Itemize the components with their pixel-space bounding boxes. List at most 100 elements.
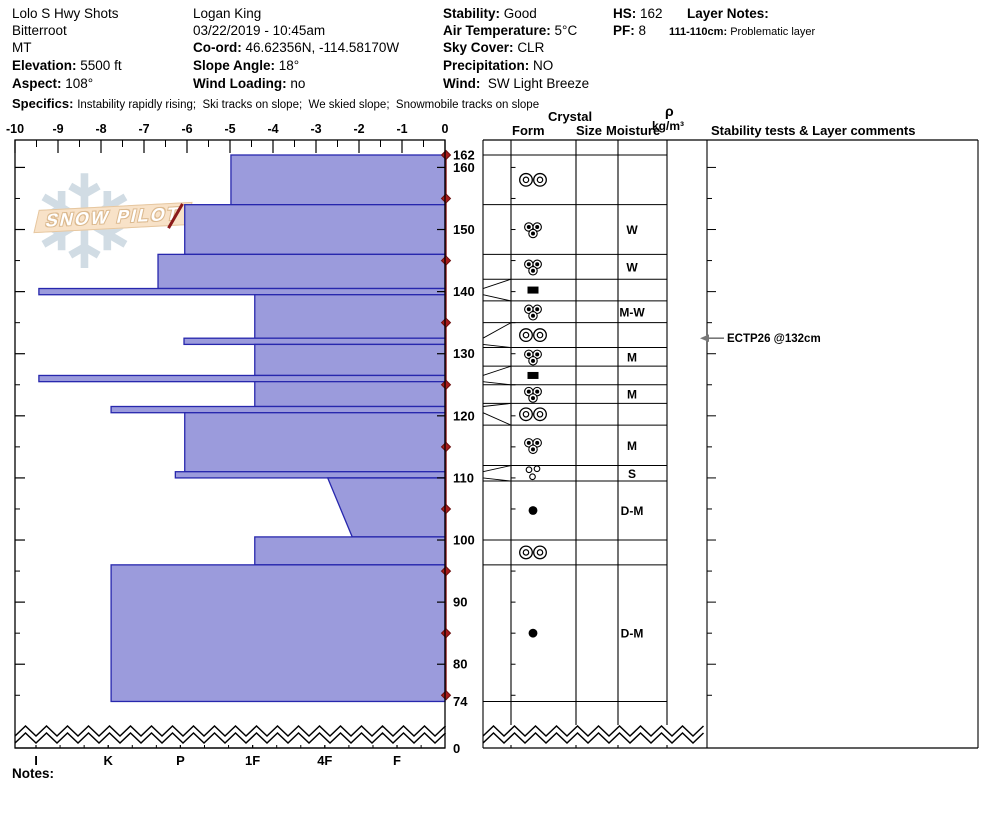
grain-form-symbol-mfcr — [536, 176, 544, 184]
moisture-value: M — [627, 388, 637, 402]
depth-label: 150 — [453, 222, 475, 237]
depth-label: 160 — [453, 160, 475, 175]
column-header-density-symbol: ρ — [665, 103, 674, 119]
precipitation-line: Precipitation: NO — [443, 57, 553, 74]
temperature-point — [440, 149, 452, 161]
grain-form-symbol-mfcl — [526, 225, 531, 230]
thin-layer-fan-line — [482, 412, 512, 426]
specifics-value: Instability rapidly rising; Ski tracks o… — [77, 99, 540, 111]
stability-test-label: ECTP26 @132cm — [727, 333, 821, 345]
thin-layer-fan-line — [482, 477, 512, 482]
elevation-label: Elevation: — [12, 58, 77, 73]
grain-form-symbol-ice — [527, 286, 539, 294]
hardness-bar — [110, 564, 446, 703]
grain-form-symbol-mfpc — [533, 465, 541, 473]
specifics-label: Specifics: — [12, 96, 74, 111]
mountain-range: Bitterroot — [12, 23, 67, 38]
hardness-axis-tick-label: P — [176, 753, 185, 768]
grain-form-symbol-mfcl — [531, 447, 535, 452]
hardness-bar — [157, 253, 446, 290]
hardness-axis-tick-label: I — [34, 753, 38, 768]
hardness-bar — [254, 343, 446, 377]
grain-form-symbol-rg — [528, 506, 538, 515]
layer-note-range: 111-110cm: — [669, 26, 728, 38]
elevation-value: 5500 ft — [80, 58, 122, 73]
temp-axis-tick-label: -6 — [181, 122, 192, 136]
hardness-bar — [254, 536, 446, 566]
depth-label: 120 — [453, 408, 475, 423]
layer-note-line: 111-110cm: Problematic layer — [669, 24, 815, 41]
thin-layer-fan-line — [482, 365, 512, 376]
grain-form-symbol-mfcl — [535, 262, 540, 267]
break-zigzag-line — [14, 724, 447, 738]
break-zigzag-line — [14, 731, 447, 745]
column-header-density-units: kg/m³ — [652, 119, 685, 133]
grain-form-symbol-mfcl — [535, 352, 540, 357]
hs-value: 162 — [640, 6, 663, 21]
grain-form-symbol-mfcr — [519, 328, 533, 343]
hardness-bar — [254, 294, 446, 339]
grain-form-symbol-mfcr — [519, 407, 533, 422]
observer-name: Logan King — [193, 6, 262, 21]
moisture-value: D-M — [621, 504, 644, 518]
precipitation-label: Precipitation: — [443, 58, 530, 73]
hardness-axis-tick-label: F — [393, 753, 401, 768]
wind-value: SW Light Breeze — [487, 76, 590, 91]
aspect-value: 108° — [65, 76, 94, 91]
temp-axis-tick-label: -4 — [267, 122, 278, 136]
grain-form-symbol-mfcl — [526, 262, 531, 267]
temp-axis-tick-label: -5 — [224, 122, 235, 136]
grain-form-symbol-mfcr — [533, 328, 547, 343]
moisture-value: M — [627, 439, 637, 453]
temp-axis-tick-label: 0 — [442, 122, 449, 136]
moisture-value: M — [627, 350, 637, 364]
hardness-bar — [230, 154, 446, 206]
wind-label: Wind: — [443, 76, 481, 91]
pf-label: PF: — [613, 23, 635, 38]
grain-form-symbol-mfcl — [535, 225, 540, 230]
moisture-value: W — [626, 223, 638, 237]
temperature-point — [440, 690, 452, 701]
grain-form-symbol-mfcr — [522, 410, 530, 418]
sky-cover-line: Sky Cover: CLR — [443, 39, 544, 56]
notes-label: Notes: — [12, 766, 55, 781]
column-header-size: Size — [576, 123, 603, 138]
hardness-bar — [326, 477, 446, 538]
break-zigzag-line — [482, 724, 705, 738]
date-time: 03/22/2019 - 10:45am — [193, 23, 326, 38]
temperature-point — [440, 379, 452, 390]
hardness-bar — [254, 381, 446, 408]
moisture-value: W — [626, 260, 638, 274]
wind-loading-value: no — [290, 76, 306, 91]
break-zigzag-line — [482, 731, 705, 745]
grain-form-symbol-mfcl — [526, 352, 531, 357]
wind-loading-label: Wind Loading: — [193, 76, 287, 91]
temp-axis-tick-label: -7 — [138, 122, 149, 136]
wind-loading-line: Wind Loading: no — [193, 75, 305, 92]
depth-zero-label: 0 — [453, 741, 460, 756]
grain-form-symbol-mfcl — [526, 389, 531, 394]
site-name: Lolo S Hwy Shots — [12, 6, 119, 21]
stability-value: Good — [503, 6, 537, 21]
coord-value: 46.62356N, -114.58170W — [245, 40, 400, 55]
temp-axis-tick-label: -10 — [6, 122, 24, 136]
layer-notes-header: Layer Notes: — [687, 6, 769, 21]
moisture-value: S — [628, 467, 636, 481]
temperature-point — [440, 565, 452, 577]
coord-line: Co-ord: 46.62356N, -114.58170W — [193, 39, 399, 56]
grain-form-symbol-mfcr — [522, 549, 530, 556]
thin-layer-fan-line — [482, 465, 512, 473]
depth-label: 162 — [453, 148, 475, 163]
grain-form-symbol-mfcr — [536, 410, 544, 418]
pf-value: 8 — [638, 23, 647, 38]
stability-line: Stability: Good — [443, 5, 537, 22]
temp-axis-tick-label: -1 — [396, 122, 407, 136]
hardness-bar — [184, 204, 446, 256]
hardness-bar — [174, 471, 446, 479]
grain-form-symbol-mfcr — [536, 331, 544, 339]
specifics-line: Specifics: Instability rapidly rising; S… — [12, 95, 539, 114]
elevation-line: Elevation: 5500 ft — [12, 57, 122, 74]
column-header-form: Form — [512, 123, 545, 138]
moisture-value: M-W — [619, 305, 645, 319]
coord-label: Co-ord: — [193, 40, 242, 55]
